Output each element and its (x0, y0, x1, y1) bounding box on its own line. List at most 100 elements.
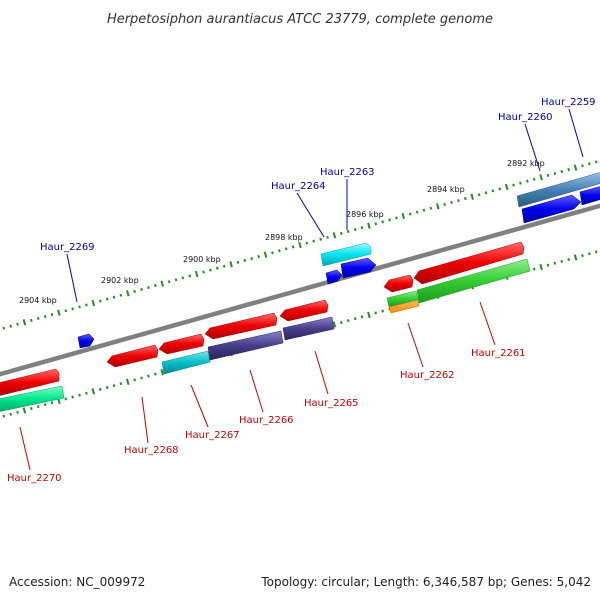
gene-label-haur-2263[interactable]: Haur_2263 (320, 167, 375, 178)
minor-tick (2, 326, 6, 330)
reverse-genes (0, 241, 531, 412)
callout-line (314, 350, 329, 395)
minor-tick (250, 257, 254, 261)
minor-tick (581, 164, 584, 168)
gene-arrow-haur-2260[interactable] (521, 194, 582, 224)
kbp-label: 2896 kbp (346, 210, 384, 219)
minor-tick (532, 177, 536, 181)
gene-arrow-haur-2265[interactable] (279, 299, 329, 322)
minor-tick (222, 264, 226, 268)
major-tick (126, 378, 130, 385)
gene-arrow-haur-2260-b[interactable] (579, 186, 600, 206)
gene-label-haur-2266[interactable]: Haur_2266 (239, 415, 294, 426)
gene-label-haur-2270[interactable]: Haur_2270 (7, 473, 62, 484)
kbp-label: 2894 kbp (427, 185, 465, 194)
minor-tick (526, 179, 529, 183)
minor-tick (257, 255, 260, 259)
forward-tick-track (2, 160, 598, 330)
major-tick (504, 183, 509, 191)
callout-line (296, 192, 325, 238)
callout-line (479, 301, 496, 346)
major-tick (229, 261, 233, 268)
gene-arrow-haur-2262[interactable] (383, 274, 414, 293)
minor-tick (71, 307, 74, 311)
gene-block-haur-2263[interactable] (320, 242, 372, 267)
kbp-label: 2902 kbp (101, 276, 139, 285)
gene-label-haur-2264[interactable]: Haur_2264 (271, 181, 326, 192)
minor-tick (395, 216, 398, 220)
minor-tick (154, 284, 157, 288)
minor-tick (236, 260, 240, 264)
minor-tick (36, 405, 40, 409)
minor-tick (30, 407, 33, 411)
genome-info-text: Topology: circular; Length: 6,346,587 bp… (260, 575, 591, 589)
minor-tick (78, 393, 81, 397)
gene-arrow-haur-2263[interactable] (340, 257, 377, 279)
minor-tick (560, 170, 564, 174)
gene-label-haur-2268[interactable]: Haur_2268 (124, 445, 179, 456)
gene-label-haur-2269[interactable]: Haur_2269 (40, 242, 95, 253)
minor-tick (429, 206, 433, 210)
kbp-label: 2900 kbp (183, 255, 221, 264)
minor-tick (140, 376, 143, 380)
major-tick (573, 164, 578, 171)
kbp-label: 2904 kbp (19, 296, 57, 305)
gene-block-haur-2265[interactable] (282, 316, 335, 341)
gene-arrow-haur-2268[interactable] (106, 344, 159, 368)
minor-tick (340, 321, 343, 325)
gene-arrow-haur-2261[interactable] (413, 241, 525, 285)
minor-tick (112, 384, 116, 388)
major-tick (91, 299, 96, 307)
minor-tick (353, 317, 357, 321)
gene-block-haur-2266[interactable] (207, 330, 284, 361)
minor-tick (519, 181, 522, 185)
minor-tick (464, 197, 467, 201)
callout-line (190, 384, 209, 428)
kbp-label: 2892 kbp (507, 159, 545, 168)
minor-tick (457, 199, 460, 203)
major-tick (160, 369, 164, 376)
major-tick (332, 321, 337, 328)
gene-block-haur-2267[interactable] (161, 350, 211, 375)
minor-tick (43, 403, 47, 407)
gene-arrow-haur-2269[interactable] (77, 333, 95, 349)
minor-tick (284, 247, 288, 251)
gene-label-haur-2260[interactable]: Haur_2260 (498, 112, 553, 123)
gene-block-haur-2270[interactable] (0, 385, 65, 412)
minor-tick (291, 245, 295, 249)
gene-label-haur-2262[interactable]: Haur_2262 (400, 370, 455, 381)
callout-line (568, 108, 584, 158)
minor-tick (64, 309, 68, 313)
callout-line (524, 123, 541, 172)
gene-block-haur-2262-b[interactable] (388, 299, 420, 314)
minor-tick (78, 305, 81, 309)
minor-tick (133, 378, 136, 382)
gene-label-haur-2267[interactable]: Haur_2267 (185, 430, 240, 441)
gene-block-haur-2259[interactable] (516, 172, 600, 208)
major-tick (91, 388, 96, 395)
gene-arrow-haur-2266[interactable] (204, 312, 278, 340)
minor-tick (202, 270, 205, 274)
minor-tick (553, 261, 557, 265)
gene-block-haur-2261[interactable] (416, 258, 531, 304)
forward-genes (77, 172, 600, 349)
minor-tick (119, 293, 123, 297)
gene-arrow-haur-2264[interactable] (325, 269, 343, 285)
minor-tick (443, 202, 446, 206)
gene-label-haur-2259[interactable]: Haur_2259 (541, 97, 596, 108)
minor-tick (147, 374, 150, 378)
minor-tick (319, 237, 322, 241)
gene-arrow-haur-2267[interactable] (158, 333, 205, 355)
major-tick (367, 222, 371, 229)
gene-arrow-haur-2270[interactable] (0, 368, 60, 396)
minor-tick (374, 311, 378, 315)
major-tick (436, 203, 440, 210)
accession-text: Accession: NC_009972 (9, 575, 145, 589)
gene-label-haur-2265[interactable]: Haur_2265 (304, 398, 359, 409)
minor-tick (112, 295, 116, 299)
minor-tick (209, 268, 212, 272)
minor-tick (360, 226, 364, 230)
minor-tick (105, 297, 109, 301)
gene-label-haur-2261[interactable]: Haur_2261 (471, 348, 526, 359)
